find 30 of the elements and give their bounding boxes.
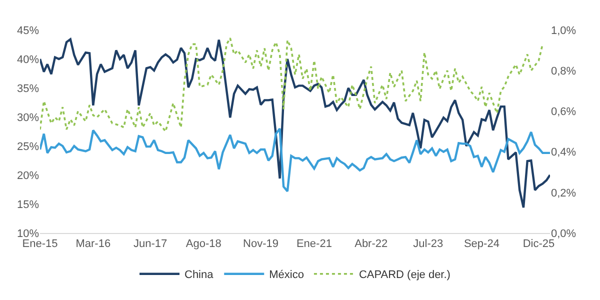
y-tick-label: 30% [16, 112, 40, 124]
x-tick-label: Jun-17 [134, 238, 168, 250]
legend-label: México [269, 269, 304, 282]
y-tick-label: 10% [16, 228, 40, 240]
line-series [40, 37, 544, 132]
legend-label: China [184, 269, 214, 282]
x-tick-label: Dic-25 [522, 238, 555, 250]
y-tick-label: 45% [16, 24, 40, 37]
y-tick-label: 25% [16, 140, 40, 153]
y2-tick-label: 0,0% [551, 228, 576, 240]
x-tick-label: Sep-24 [464, 238, 500, 250]
y2-tick-label: 0,8% [551, 65, 576, 78]
x-tick-label: Ene-15 [22, 238, 58, 250]
line-series [40, 38, 550, 209]
y-tick-label: 40% [16, 54, 40, 66]
y-tick-label: 20% [16, 170, 40, 182]
x-tick-label: Ago-18 [186, 238, 222, 250]
x-tick-label: Jul-23 [413, 238, 444, 250]
y2-tick-label: 0,4% [551, 146, 576, 159]
x-tick-label: Abr-22 [354, 238, 388, 250]
x-tick-label: Ene-21 [296, 238, 332, 250]
line-series [40, 128, 550, 192]
y2-tick-label: 0,2% [551, 187, 576, 200]
x-tick-label: Nov-19 [243, 238, 279, 250]
y2-tick-label: 0,6% [551, 106, 576, 118]
legend-label: CAPARD (eje der.) [358, 269, 450, 282]
x-tick-label: Mar-16 [76, 238, 111, 250]
y-tick-label: 15% [16, 198, 40, 211]
y-tick-label: 35% [16, 82, 40, 95]
y2-tick-label: 1,0% [551, 24, 576, 37]
